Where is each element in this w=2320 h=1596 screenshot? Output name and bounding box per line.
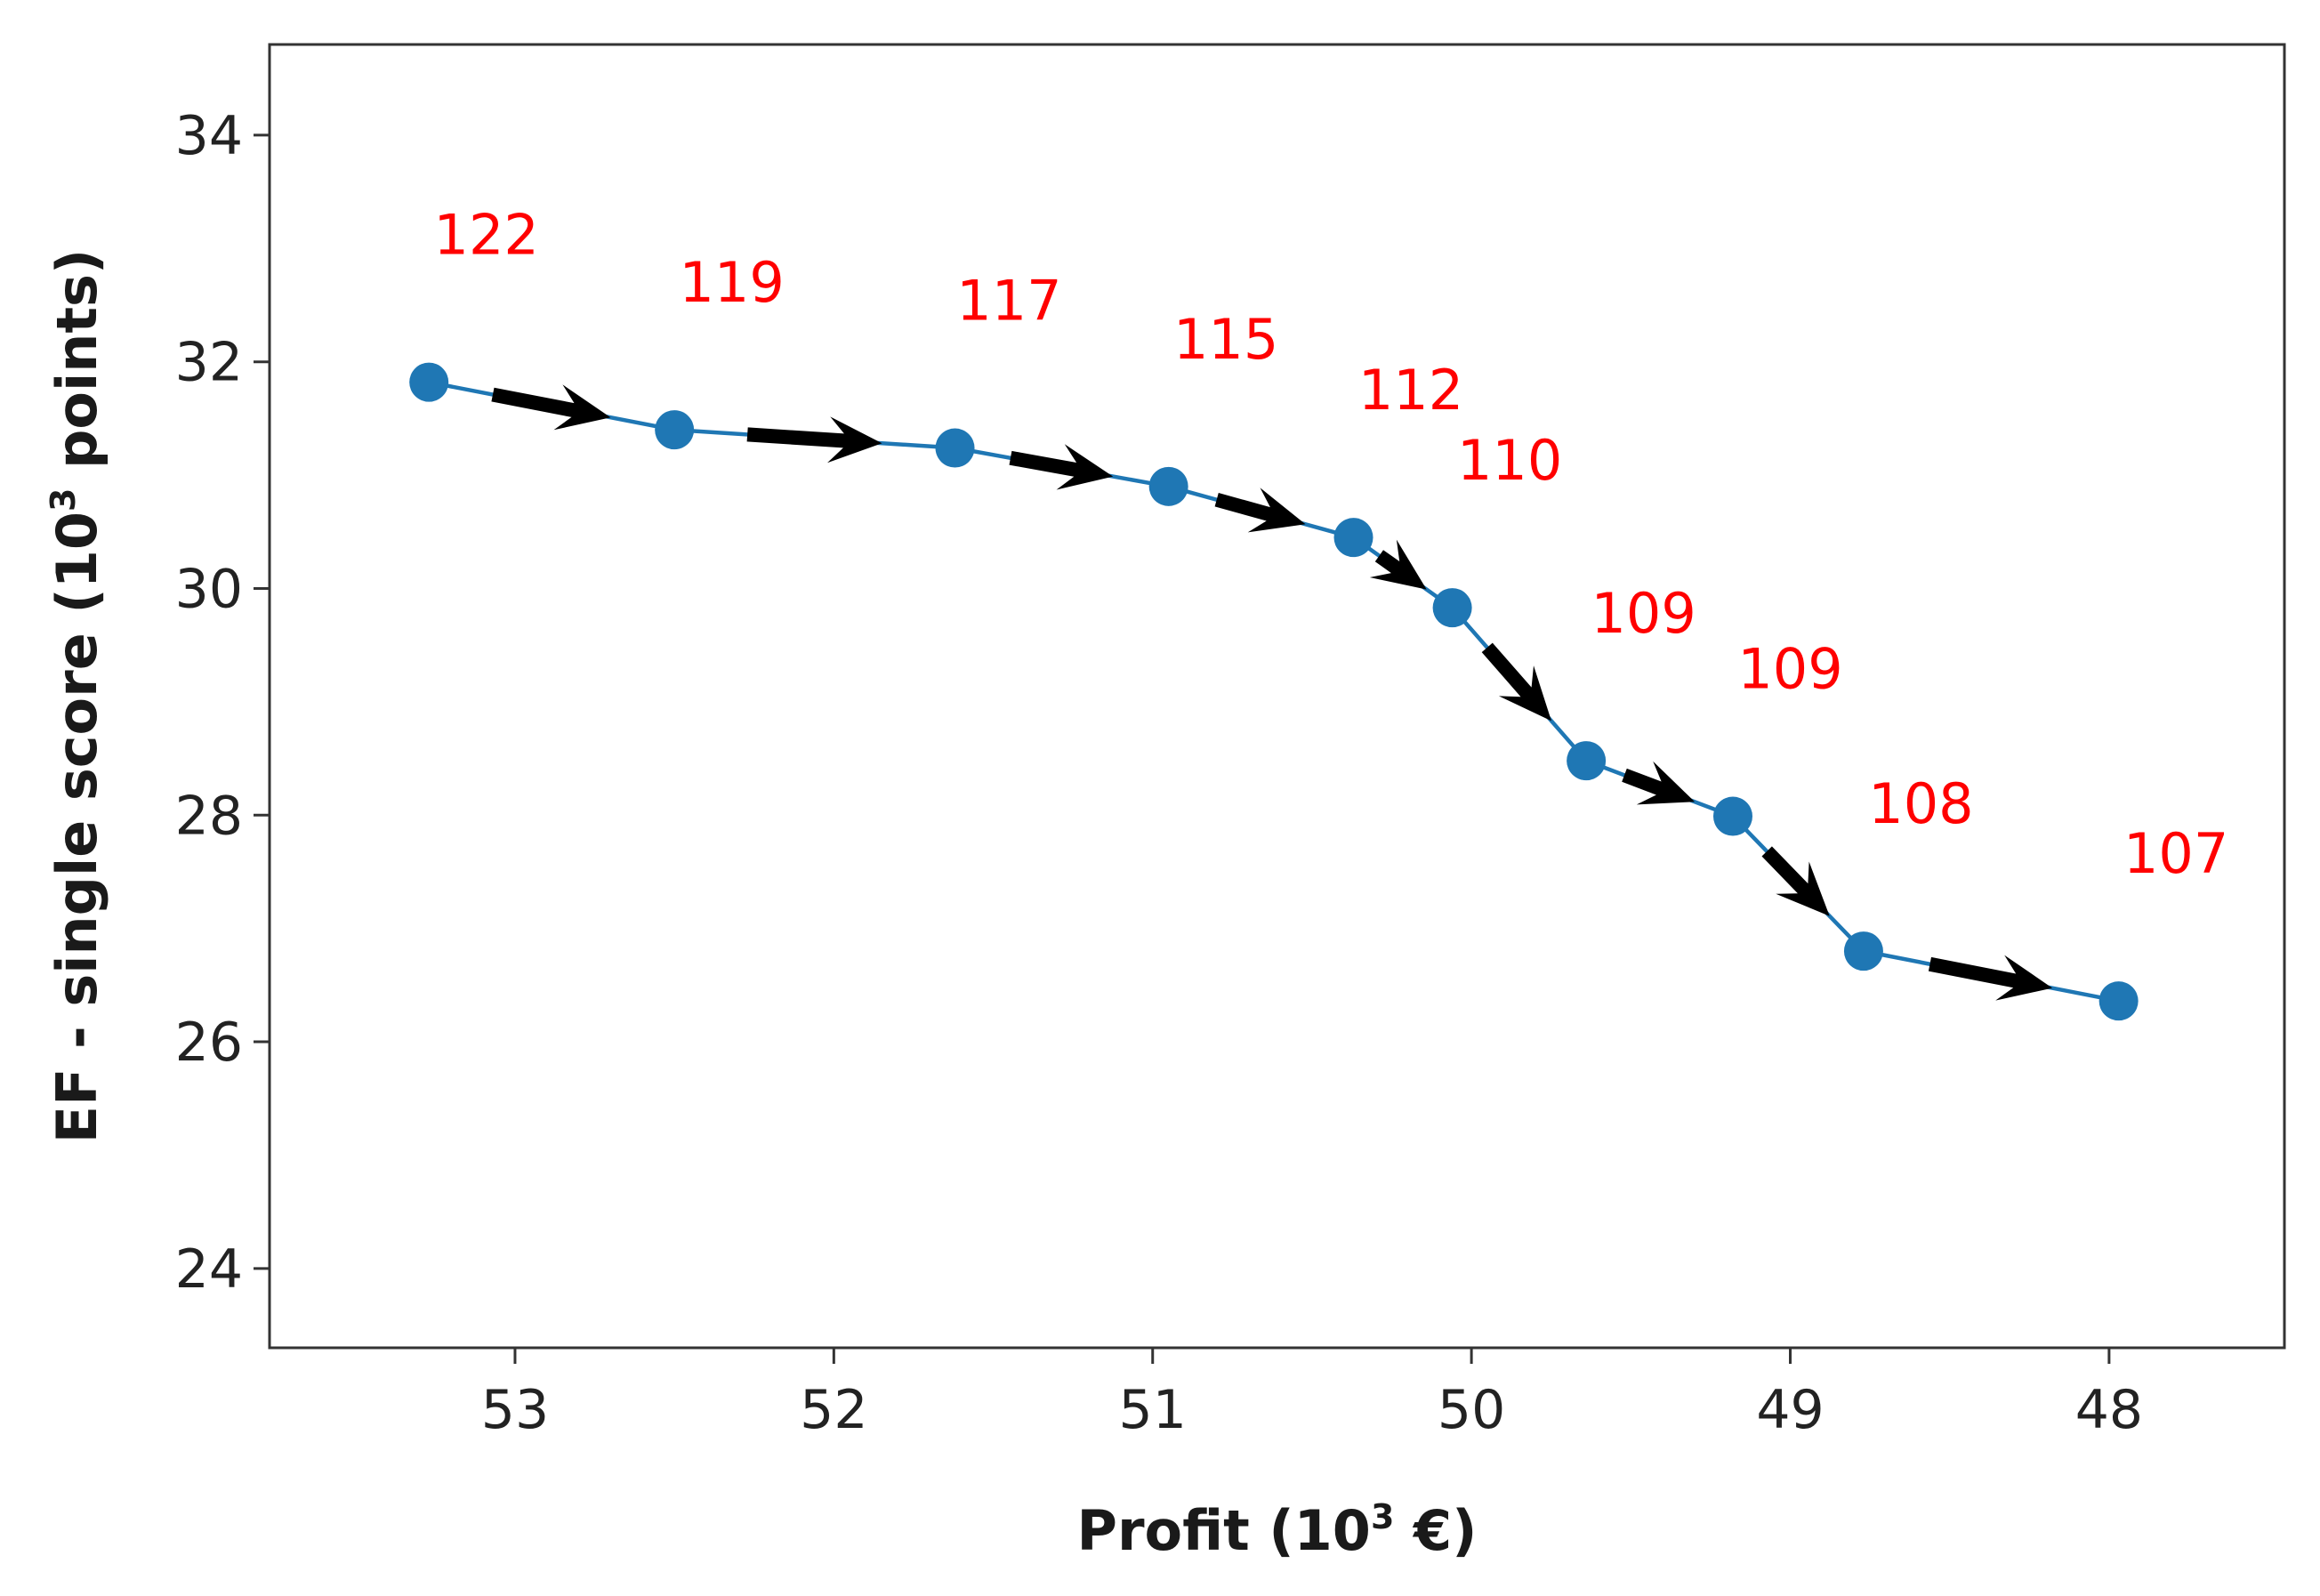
x-axis-title: Profit (103 €) [1077, 1497, 1478, 1563]
data-point-2 [655, 410, 695, 450]
arrow-4 [1214, 488, 1306, 533]
x-axis-ticks: 53 52 51 50 49 48 [481, 1348, 2143, 1441]
point-label-8: 109 [1737, 637, 1842, 702]
data-point-3 [935, 428, 975, 468]
arrow-3 [1009, 444, 1114, 490]
x-tick-label-49: 49 [1756, 1379, 1824, 1441]
y-tick-label-28: 28 [175, 785, 243, 847]
y-axis-title: EF - single score (103 points) [44, 249, 109, 1144]
arrows-group [491, 384, 2053, 1001]
x-axis-title-suffix: €) [1394, 1498, 1477, 1563]
x-tick-label-53: 53 [481, 1379, 549, 1441]
data-point-5 [1333, 518, 1373, 558]
y-tick-label-26: 26 [175, 1012, 243, 1074]
data-point-4 [1148, 466, 1188, 506]
arrow-7 [1622, 761, 1696, 805]
arrow-2 [746, 416, 882, 463]
point-label-10: 107 [2123, 821, 2228, 886]
data-point-10 [2098, 981, 2139, 1021]
data-point-1 [409, 362, 449, 402]
x-tick-label-51: 51 [1119, 1379, 1187, 1441]
y-tick-label-24: 24 [175, 1238, 243, 1301]
data-point-6 [1432, 588, 1472, 628]
y-tick-label-30: 30 [175, 558, 243, 620]
data-point-7 [1567, 741, 1607, 781]
data-point-9 [1843, 931, 1883, 971]
x-tick-label-52: 52 [800, 1379, 867, 1441]
plot-frame [268, 43, 2286, 1350]
point-label-3: 117 [956, 269, 1061, 334]
arrow-6 [1481, 642, 1551, 721]
point-label-7: 109 [1591, 581, 1696, 646]
y-axis-title-suffix: points) [44, 249, 109, 488]
point-label-2: 119 [679, 250, 784, 315]
x-axis-title-sup: 3 [1371, 1497, 1394, 1536]
y-tick-label-32: 32 [175, 332, 243, 394]
arrow-5 [1369, 539, 1427, 590]
markers-group [409, 362, 2139, 1021]
point-label-1: 122 [434, 203, 539, 268]
data-point-8 [1712, 796, 1752, 836]
axes-frame [268, 43, 2286, 1350]
x-axis-title-prefix: Profit (10 [1077, 1498, 1371, 1563]
y-axis-title-prefix: EF - single score (10 [44, 512, 109, 1143]
arrow-1 [491, 384, 611, 431]
point-label-9: 108 [1868, 771, 1973, 836]
x-tick-label-50: 50 [1438, 1379, 1505, 1441]
point-label-6: 110 [1457, 428, 1562, 493]
point-label-4: 115 [1173, 307, 1278, 372]
arrow-9 [1928, 955, 2053, 1001]
point-label-5: 112 [1358, 358, 1463, 423]
y-axis-ticks: 24 26 28 30 32 34 [175, 105, 270, 1301]
y-axis-title-sup: 3 [44, 488, 83, 512]
arrow-8 [1761, 846, 1830, 916]
y-tick-label-34: 34 [175, 105, 243, 167]
x-tick-label-48: 48 [2075, 1379, 2143, 1441]
